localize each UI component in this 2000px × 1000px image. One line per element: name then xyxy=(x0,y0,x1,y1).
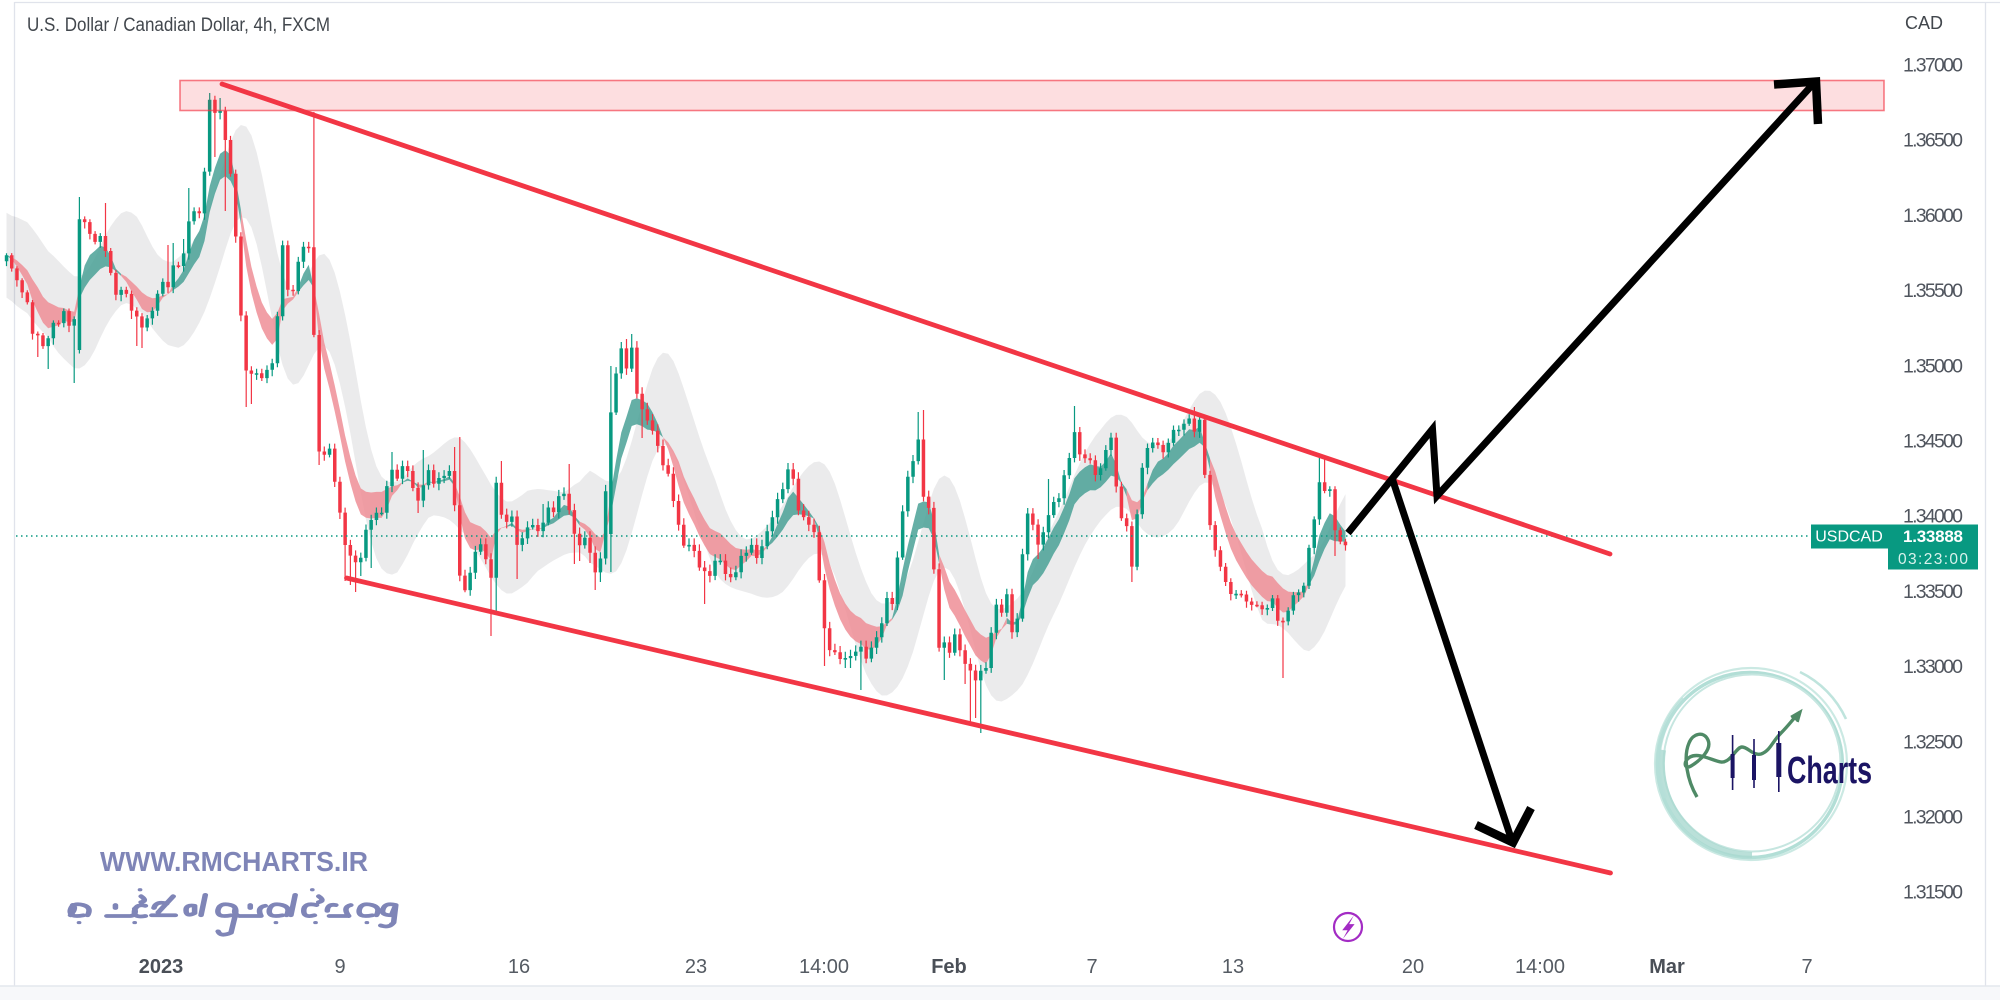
svg-text:13: 13 xyxy=(1222,956,1244,978)
svg-text:20: 20 xyxy=(1402,956,1424,978)
svg-text:2023: 2023 xyxy=(139,956,184,978)
svg-text:1.37000: 1.37000 xyxy=(1903,55,1963,77)
svg-text:1.32000: 1.32000 xyxy=(1903,807,1963,829)
svg-text:1.36000: 1.36000 xyxy=(1903,205,1963,227)
svg-text:Charts: Charts xyxy=(1787,750,1872,792)
svg-text:23: 23 xyxy=(685,956,707,978)
svg-text:1.32500: 1.32500 xyxy=(1903,731,1963,753)
svg-text:1.33500: 1.33500 xyxy=(1903,581,1963,603)
svg-text:1.33888: 1.33888 xyxy=(1903,527,1963,546)
svg-text:03:23:00: 03:23:00 xyxy=(1898,551,1968,568)
svg-text:1.31500: 1.31500 xyxy=(1903,882,1963,904)
svg-text:CAD: CAD xyxy=(1905,13,1943,33)
svg-text:Mar: Mar xyxy=(1649,956,1685,978)
svg-text:16: 16 xyxy=(508,956,530,978)
svg-text:1.36500: 1.36500 xyxy=(1903,130,1963,152)
svg-text:WWW.RMCHARTS.IR: WWW.RMCHARTS.IR xyxy=(100,846,368,877)
svg-text:1.35500: 1.35500 xyxy=(1903,280,1963,302)
svg-text:1.34500: 1.34500 xyxy=(1903,431,1963,453)
svg-text:1.33000: 1.33000 xyxy=(1903,656,1963,678)
svg-text:USDCAD: USDCAD xyxy=(1815,529,1883,546)
svg-text:14:00: 14:00 xyxy=(799,956,849,978)
svg-text:U.S. Dollar / Canadian Dollar,: U.S. Dollar / Canadian Dollar, 4h, FXCM xyxy=(27,15,330,36)
svg-text:7: 7 xyxy=(1801,956,1812,978)
svg-text:9: 9 xyxy=(334,956,345,978)
svg-text:1.35000: 1.35000 xyxy=(1903,355,1963,377)
svg-text:14:00: 14:00 xyxy=(1515,956,1565,978)
svg-text:Feb: Feb xyxy=(931,956,967,978)
svg-text:7: 7 xyxy=(1086,956,1097,978)
svg-text:1.34000: 1.34000 xyxy=(1903,506,1963,528)
